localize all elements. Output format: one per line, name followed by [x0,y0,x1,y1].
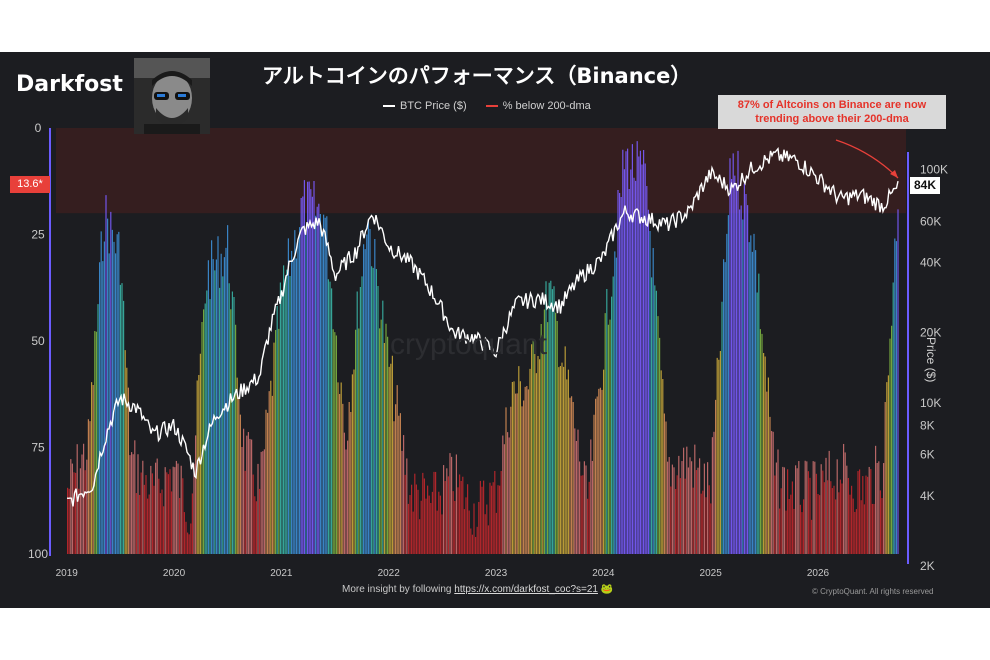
current-value-badge: 13.6* [10,176,50,193]
annotation-box: 87% of Altcoins on Binance are now trend… [718,95,946,129]
y-axis-right-label: Price ($) [924,337,938,383]
legend-item-pct: % below 200-dma [485,100,591,112]
right-tick-label: 40K [920,255,941,269]
left-tick-label: 0 [35,121,42,135]
x-tick-label: 2025 [700,568,723,579]
brand-name: Darkfost [16,72,123,97]
current-price-badge: 84K [910,177,940,194]
x-tick-label: 2022 [378,568,401,579]
footer: More insight by following https://x.com/… [342,584,613,595]
right-tick-label: 4K [920,489,935,503]
watermark: cryptoquant [390,328,547,361]
btc-price-line [66,146,899,507]
copyright: © CryptoQuant. All rights reserved [812,587,934,596]
right-tick-label: 60K [920,214,941,228]
x-tick-label: 2021 [270,568,293,579]
danger-zone-band [56,128,906,214]
annotation-arrowhead [890,170,898,178]
x-tick-label: 2024 [592,568,615,579]
footer-text: More insight by following [342,584,452,595]
x-tick-label: 2026 [807,568,830,579]
right-tick-label: 20K [920,326,941,340]
chart-legend: BTC Price ($) % below 200-dma [383,100,607,112]
x-tick-label: 2023 [485,568,508,579]
footer-link[interactable]: https://x.com/darkfost_coc?s=21 [454,584,598,595]
x-tick-label: 2019 [56,568,79,579]
left-tick-label: 75 [31,441,45,455]
frog-emoji: 🐸 [600,584,614,595]
right-tick-label: 6K [920,448,935,462]
right-tick-label: 2K [920,559,935,573]
chart-title: アルトコインのパフォーマンス（Binance） [262,64,692,88]
right-tick-label: 8K [920,419,935,433]
chart-canvas: 0 25 50 75 100 100K 60K 40K 20K 10K 8K 6K 4K 2K 2019 20… [28,121,948,579]
x-tick-label: 2020 [163,568,186,579]
right-tick-label: 100K [920,163,948,177]
legend-item-btc: BTC Price ($) [383,100,467,112]
left-tick-label: 100 [28,547,48,561]
chart-frame: 0 25 50 75 100 100K 60K 40K 20K 10K 8K 6K 4K 2K 2019 20… [0,52,990,608]
right-tick-label: 10K [920,396,941,410]
left-tick-label: 50 [31,334,45,348]
avatar [134,58,210,134]
left-tick-label: 25 [31,228,45,242]
